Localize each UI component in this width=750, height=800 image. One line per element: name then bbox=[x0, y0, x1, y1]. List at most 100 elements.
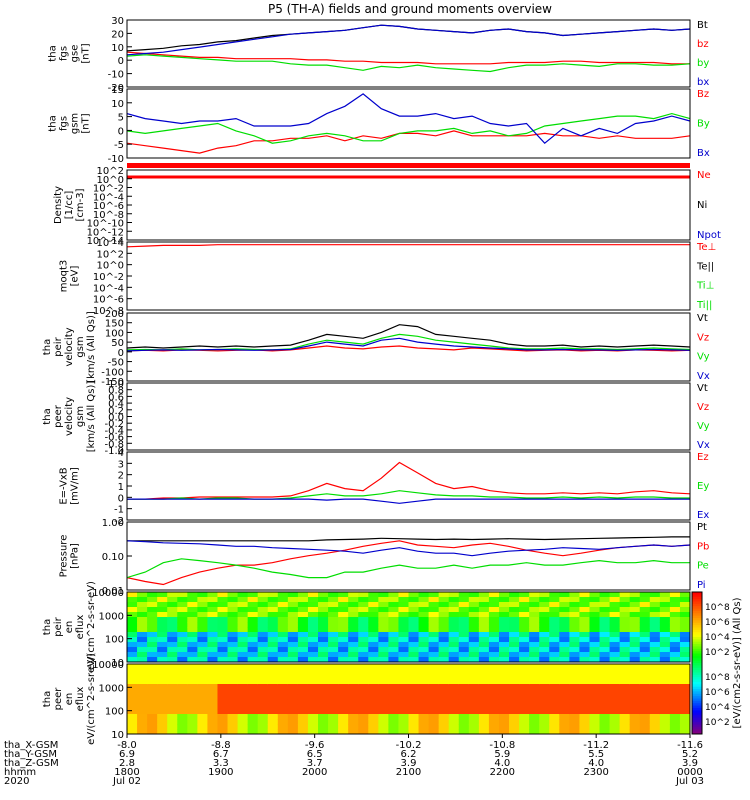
spectrogram-cell bbox=[147, 664, 158, 670]
spectrogram-cell bbox=[348, 719, 359, 725]
spectrogram-cell bbox=[157, 642, 168, 648]
spectrogram-cell bbox=[358, 664, 369, 670]
spectrogram-cell bbox=[549, 729, 560, 735]
colorbar-cell bbox=[692, 665, 702, 669]
spectrogram-cell bbox=[358, 592, 369, 598]
spectrogram-cell bbox=[529, 674, 540, 680]
spectrogram-cell bbox=[207, 714, 218, 720]
spectrogram-cell bbox=[448, 632, 460, 638]
spectrogram-cell bbox=[197, 592, 208, 598]
spectrogram-cell bbox=[378, 719, 389, 725]
spectrogram-cell bbox=[147, 694, 158, 700]
y-axis-label: tha bbox=[48, 115, 59, 131]
spectrogram-cell bbox=[388, 714, 399, 720]
spectrogram-cell bbox=[569, 729, 580, 735]
spectrogram-cell bbox=[227, 724, 239, 730]
spectrogram-cell bbox=[307, 724, 319, 730]
spectrogram-cell bbox=[659, 597, 671, 603]
spectrogram-cell bbox=[579, 724, 590, 730]
spectrogram-cell bbox=[297, 724, 309, 730]
spectrogram-cell bbox=[187, 684, 198, 690]
legend-entry: Bx bbox=[697, 148, 710, 159]
spectrogram-cell bbox=[217, 632, 229, 638]
spectrogram-cell bbox=[237, 637, 249, 643]
spectrogram-cell bbox=[257, 592, 269, 598]
y-axis-label: [nT] bbox=[81, 43, 92, 63]
spectrogram-cell bbox=[629, 597, 641, 603]
spectrogram-cell bbox=[589, 724, 601, 730]
spectrogram-cell bbox=[318, 699, 329, 705]
spectrogram-cell bbox=[287, 699, 299, 705]
y-axis-label: tha bbox=[42, 339, 53, 355]
spectrogram-cell bbox=[237, 642, 249, 648]
spectrogram-cell bbox=[629, 612, 641, 618]
y-tick-label: 0 bbox=[118, 348, 124, 359]
spectrogram-cell bbox=[559, 699, 570, 705]
x-tick-label: -11.2 bbox=[583, 740, 609, 751]
spectrogram-cell bbox=[338, 669, 349, 675]
spectrogram-cell bbox=[197, 622, 208, 628]
spectrogram-cell bbox=[679, 652, 691, 658]
spectrogram-cell bbox=[348, 674, 359, 680]
series-line-Bz bbox=[126, 130, 691, 154]
spectrogram-cell bbox=[297, 617, 309, 623]
spectrogram-cell bbox=[639, 647, 651, 653]
spectrogram-cell bbox=[137, 607, 148, 613]
spectrogram-cell bbox=[137, 699, 148, 705]
spectrogram-cell bbox=[328, 632, 339, 638]
spectrogram-cell bbox=[539, 612, 550, 618]
spectrogram-cell bbox=[438, 612, 450, 618]
spectrogram-cell bbox=[458, 637, 470, 643]
spectrogram-cell bbox=[418, 724, 430, 730]
spectrogram-cell bbox=[267, 632, 279, 638]
spectrogram-cell bbox=[147, 597, 158, 603]
spectrogram-cell bbox=[569, 684, 580, 690]
y-tick-label: 10^2 bbox=[97, 166, 124, 177]
colorbar-cell bbox=[692, 655, 702, 659]
spectrogram-cell bbox=[569, 674, 580, 680]
spectrogram-cell bbox=[398, 592, 409, 598]
spectrogram-cell bbox=[207, 632, 218, 638]
spectrogram-cell bbox=[458, 617, 470, 623]
spectrogram-cell bbox=[378, 592, 389, 598]
spectrogram-cell bbox=[358, 602, 369, 608]
colorbar-cell bbox=[692, 731, 702, 735]
spectrogram-cell bbox=[649, 719, 661, 725]
spectrogram-cell bbox=[127, 632, 138, 638]
spectrogram-cell bbox=[318, 664, 329, 670]
spectrogram-cell bbox=[257, 617, 269, 623]
spectrogram-cell bbox=[338, 729, 349, 735]
spectrogram-cell bbox=[398, 637, 409, 643]
spectrogram-cell bbox=[529, 647, 540, 653]
colorbar-cell bbox=[692, 592, 702, 595]
spectrogram-cell bbox=[579, 597, 590, 603]
spectrogram-cell bbox=[137, 632, 148, 638]
spectrogram-cell bbox=[478, 627, 490, 633]
y-tick-label: 50 bbox=[111, 338, 124, 349]
spectrogram-cell bbox=[609, 647, 621, 653]
spectrogram-cell bbox=[307, 622, 319, 628]
spectrogram-cell bbox=[177, 674, 188, 680]
spectrogram-cell bbox=[669, 694, 681, 700]
x-tick-label: 1800 bbox=[114, 767, 139, 778]
spectrogram-cell bbox=[549, 704, 560, 710]
spectrogram-cell bbox=[539, 714, 550, 720]
spectrogram-cell bbox=[348, 637, 359, 643]
y-tick-label: 10000 bbox=[92, 588, 124, 599]
spectrogram-cell bbox=[639, 674, 651, 680]
y-axis-label: E=-VxB bbox=[59, 467, 70, 504]
spectrogram-cell bbox=[509, 657, 520, 663]
spectrogram-cell bbox=[488, 647, 500, 653]
spectrogram-cell bbox=[207, 602, 218, 608]
spectrogram-cell bbox=[207, 729, 218, 735]
spectrogram-cell bbox=[368, 729, 379, 735]
spectrogram-cell bbox=[398, 664, 409, 670]
spectrogram-cell bbox=[137, 664, 148, 670]
spectrogram-cell bbox=[197, 612, 208, 618]
colorbar-cell bbox=[692, 653, 702, 657]
spectrogram-cell bbox=[247, 664, 259, 670]
spectrogram-cell bbox=[177, 664, 188, 670]
spectrogram-cell bbox=[418, 602, 430, 608]
spectrogram-cell bbox=[669, 729, 681, 735]
